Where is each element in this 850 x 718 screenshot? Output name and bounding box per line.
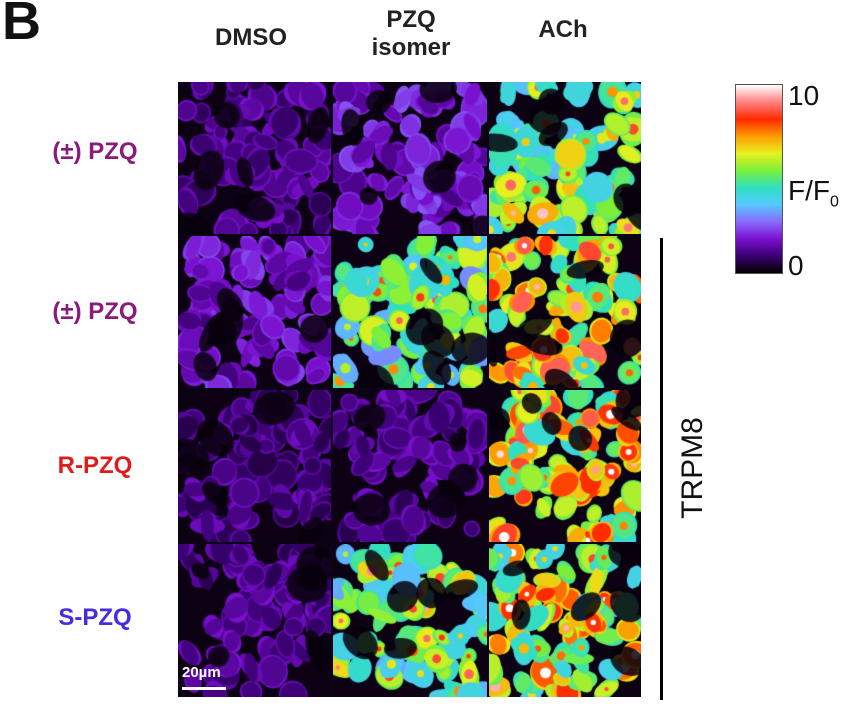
panel-letter: B xyxy=(2,0,41,51)
column-header-line: isomer xyxy=(371,34,451,61)
micrograph-grid xyxy=(178,82,641,697)
column-header-line: ACh xyxy=(538,16,588,43)
row-label-3: R-PZQ xyxy=(57,452,133,479)
scalebar-label: 20µm xyxy=(182,664,221,681)
colorbar-axis-label: F/F0 xyxy=(788,175,839,212)
row-label-4: S-PZQ xyxy=(58,604,132,631)
column-header-line: PZQ xyxy=(386,6,436,33)
trpm8-bracket-line xyxy=(660,238,663,700)
micrograph-tile xyxy=(178,236,331,388)
micrograph-tile xyxy=(489,390,641,542)
scalebar xyxy=(182,687,226,690)
column-header-dmso: DMSO xyxy=(176,24,326,52)
colorbar-axis-text: F/F xyxy=(788,175,830,206)
micrograph-tile xyxy=(333,390,487,542)
row-label-2: (±) PZQ xyxy=(52,298,138,325)
micrograph-tile xyxy=(333,82,487,234)
micrograph-tile xyxy=(178,82,331,234)
micrograph-tile xyxy=(178,390,331,542)
colorbar-max-label: 10 xyxy=(788,80,820,111)
column-header-line: DMSO xyxy=(215,24,287,51)
colorbar-min-label: 0 xyxy=(788,250,804,281)
row-label-1: (±) PZQ xyxy=(52,138,138,165)
micrograph-tile xyxy=(489,236,641,388)
colorbar-axis-subscript: 0 xyxy=(830,193,839,211)
column-header-pzq-isomer: PZQ isomer xyxy=(336,6,486,62)
micrograph-tile xyxy=(489,544,641,697)
micrograph-tile xyxy=(333,236,487,388)
trpm8-label: TRPM8 xyxy=(676,417,709,519)
column-header-ach: ACh xyxy=(488,16,638,44)
micrograph-tile xyxy=(489,82,641,234)
micrograph-tile xyxy=(333,544,487,697)
colorbar xyxy=(735,84,783,274)
micrograph-tile xyxy=(178,544,331,697)
